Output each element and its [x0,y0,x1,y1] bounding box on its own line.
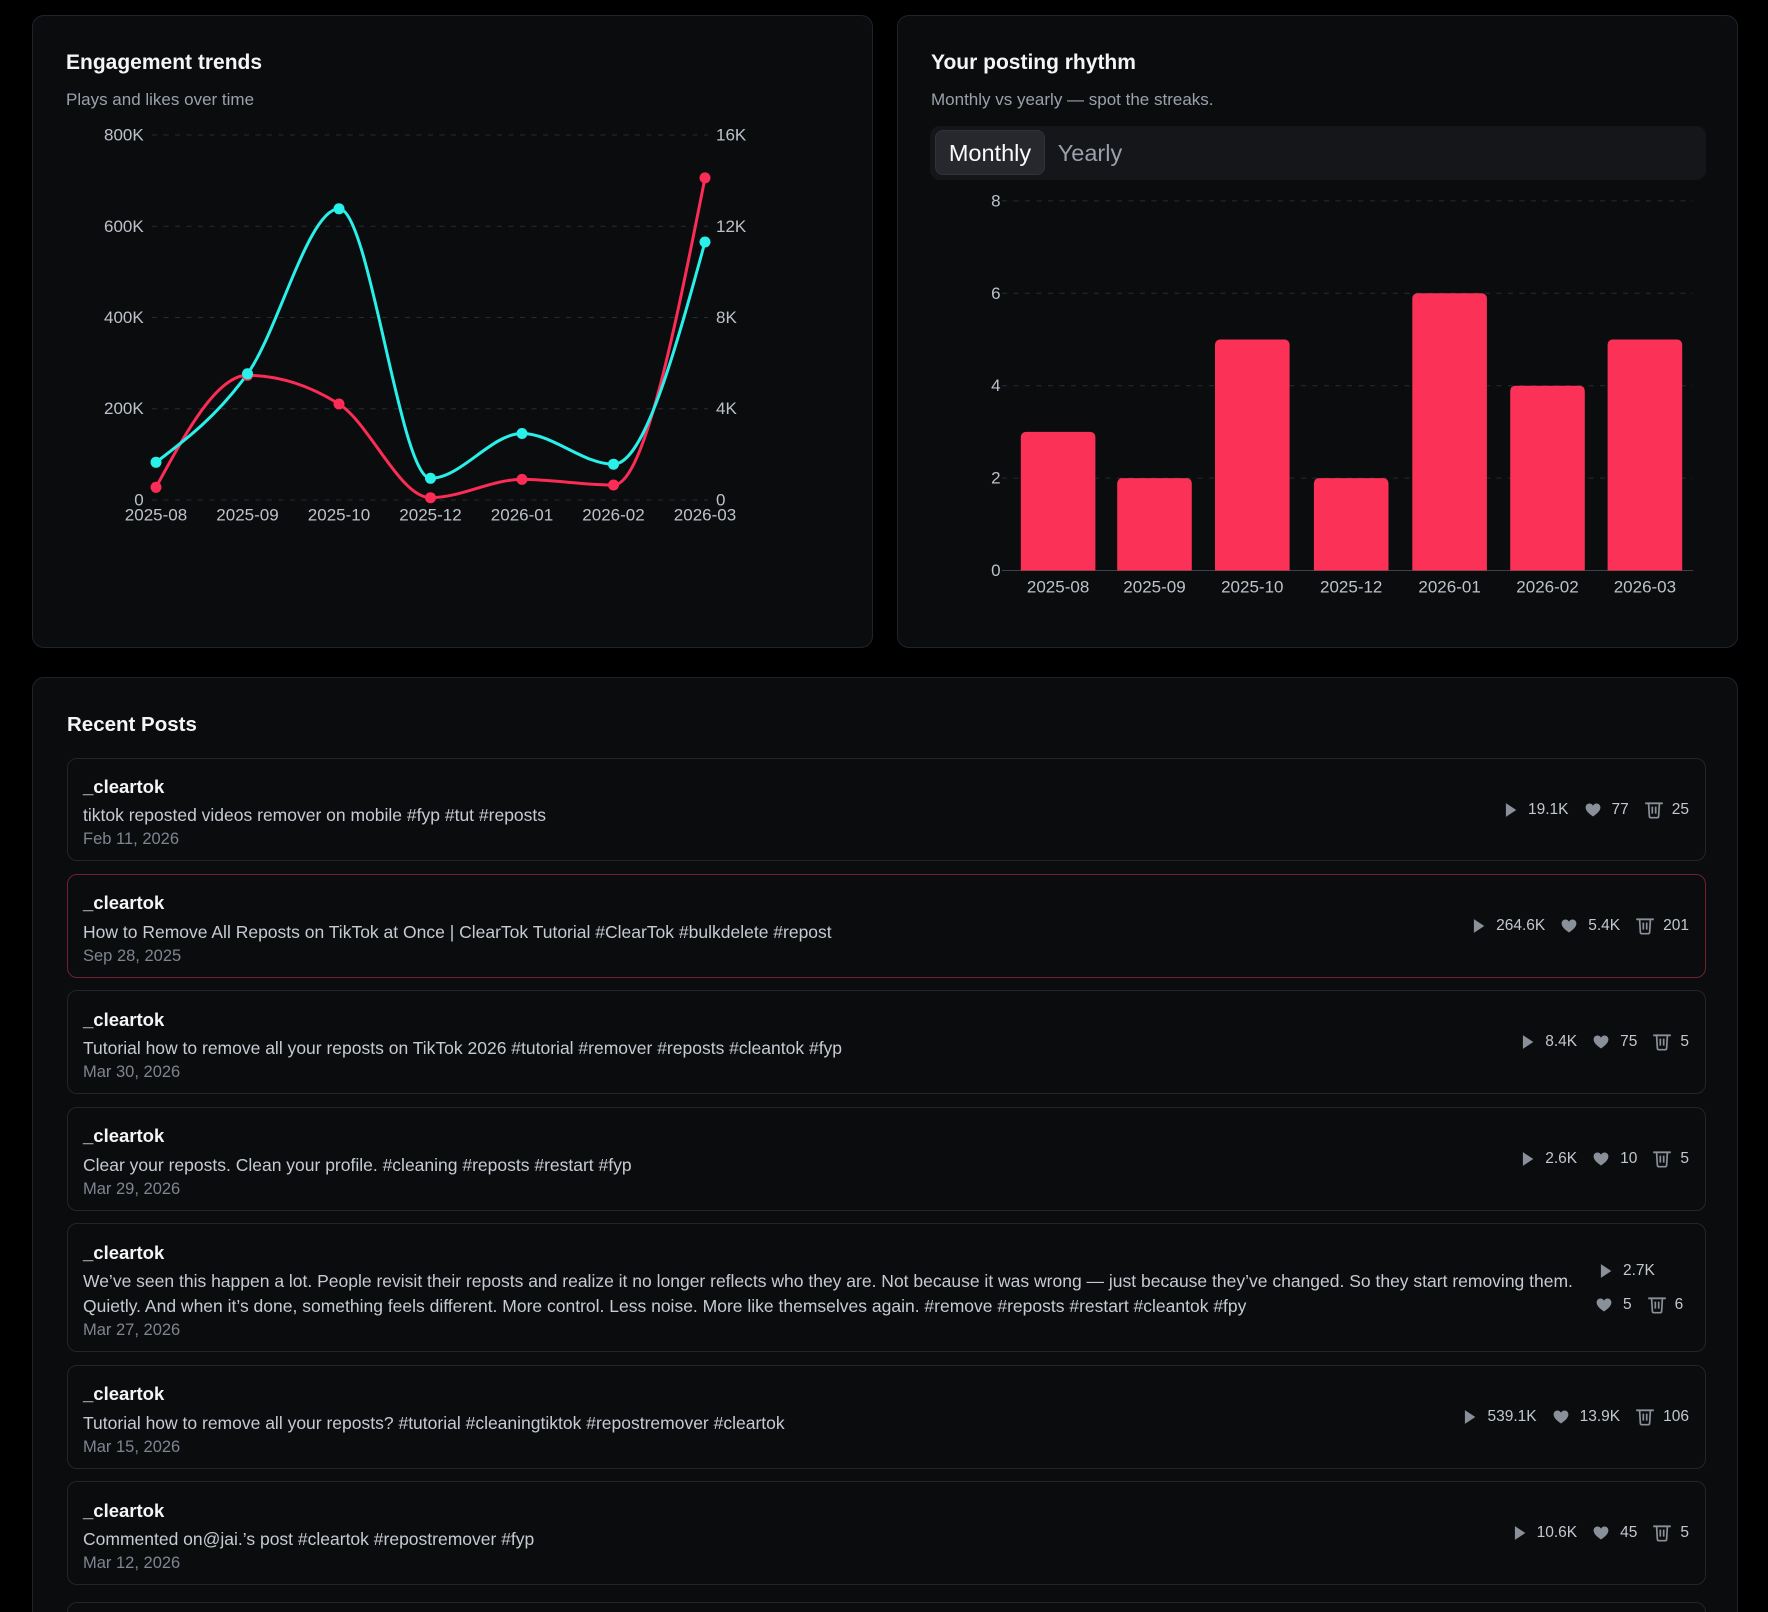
svg-text:2026-03: 2026-03 [674,505,736,524]
svg-text:200K: 200K [104,399,144,418]
svg-text:400K: 400K [104,308,144,327]
svg-text:2026-02: 2026-02 [582,505,644,524]
svg-text:12K: 12K [716,217,747,236]
svg-text:2025-09: 2025-09 [1123,578,1185,597]
svg-text:0: 0 [991,561,1000,580]
svg-text:2: 2 [991,469,1000,488]
svg-text:2026-02: 2026-02 [1516,578,1578,597]
svg-text:2025-10: 2025-10 [308,505,370,524]
svg-text:6: 6 [991,284,1000,303]
svg-text:2025-09: 2025-09 [216,505,278,524]
svg-text:0: 0 [134,491,143,510]
svg-text:16K: 16K [716,126,747,145]
svg-text:800K: 800K [104,126,144,145]
svg-text:4: 4 [991,376,1000,395]
svg-text:600K: 600K [104,217,144,236]
svg-text:2025-12: 2025-12 [399,505,461,524]
svg-text:8: 8 [991,191,1000,210]
svg-text:8K: 8K [716,308,737,327]
svg-text:4K: 4K [716,399,737,418]
svg-text:2025-08: 2025-08 [1027,578,1089,597]
svg-text:2026-01: 2026-01 [1418,578,1480,597]
svg-text:2025-08: 2025-08 [125,505,187,524]
svg-text:0: 0 [716,491,725,510]
svg-text:2025-12: 2025-12 [1320,578,1382,597]
svg-text:2025-10: 2025-10 [1221,578,1283,597]
svg-text:2026-03: 2026-03 [1614,578,1676,597]
svg-text:2026-01: 2026-01 [491,505,553,524]
